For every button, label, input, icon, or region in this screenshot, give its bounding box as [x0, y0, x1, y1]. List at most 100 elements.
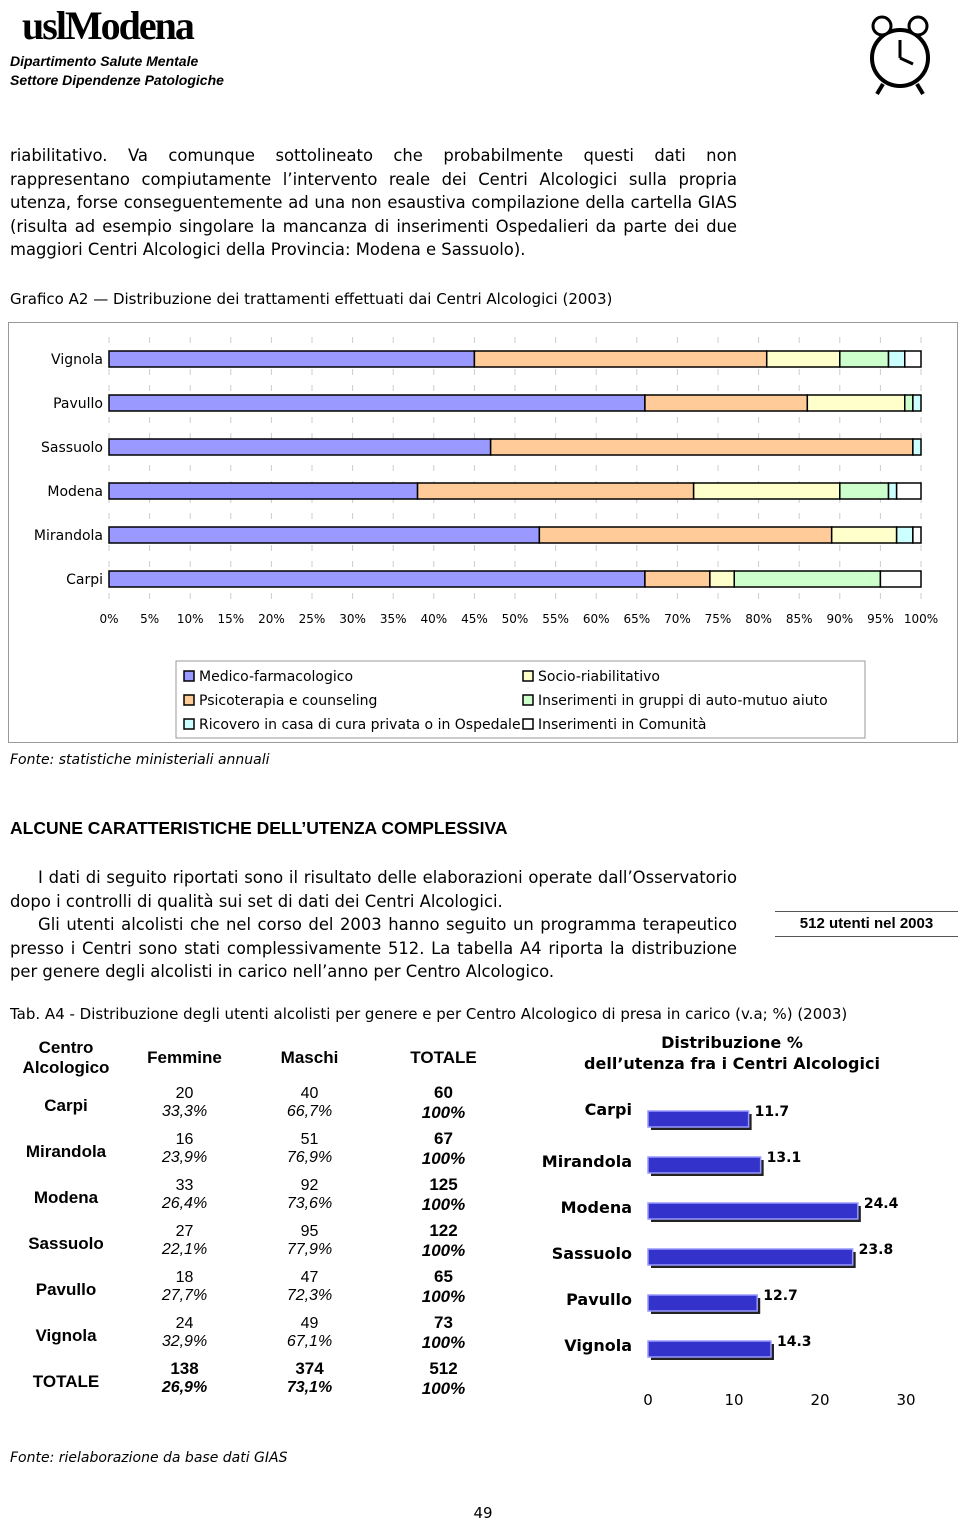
table-row: Modena 33 92 125	[10, 1175, 515, 1207]
x-tick-label: 40%	[420, 612, 447, 626]
x-tick-label: 45%	[461, 612, 488, 626]
y-tick-label: Sassuolo	[552, 1244, 632, 1263]
pct-cell: 66,7%	[286, 1103, 333, 1120]
count-cell: 73	[434, 1313, 453, 1332]
value-label: 23.8	[859, 1242, 894, 1258]
row-label: TOTALE	[32, 1372, 100, 1391]
legend-swatch	[183, 694, 195, 706]
y-tick-label: Mirandola	[34, 528, 103, 544]
x-tick-label: 50%	[502, 612, 529, 626]
clock-icon	[870, 15, 930, 96]
legend-box	[175, 660, 866, 739]
legend-label: Inserimenti in gruppi di auto-mutuo aiut…	[538, 693, 828, 709]
bar-segment	[887, 350, 906, 368]
pct-cell: 33,3%	[161, 1103, 208, 1120]
bar-segment	[108, 394, 646, 412]
x-tick-label: 85%	[786, 612, 813, 626]
bar	[647, 1248, 854, 1266]
bar-segment	[839, 350, 890, 368]
y-tick-label: Mirandola	[542, 1152, 632, 1171]
legend-swatch	[522, 694, 534, 706]
side-note: 512 utenti nel 2003	[775, 911, 958, 937]
count-cell: 49	[300, 1315, 319, 1332]
table-row: 32,9% 67,1% 100%	[10, 1333, 515, 1359]
header-cell: TOTALE	[410, 1048, 477, 1067]
count-cell: 67	[434, 1129, 453, 1148]
count-cell: 374	[295, 1359, 324, 1378]
pct-cell: 100%	[421, 1241, 466, 1260]
row-label: Modena	[33, 1188, 99, 1207]
legend-swatch	[522, 718, 534, 730]
table-row: Vignola 24 49 73	[10, 1313, 515, 1345]
count-cell: 92	[300, 1177, 319, 1194]
table-row: 23,9% 76,9% 100%	[10, 1149, 515, 1175]
x-tick-label: 65%	[623, 612, 650, 626]
table-row: Mirandola 16 51 67	[10, 1129, 515, 1161]
pct-cell: 26,9%	[161, 1379, 208, 1396]
pct-cell: 77,9%	[286, 1241, 333, 1258]
bar-segment	[416, 482, 695, 500]
bar-segment	[489, 438, 914, 456]
legend-label: Medico-farmacologico	[199, 669, 353, 685]
count-cell: 16	[175, 1131, 194, 1148]
bar-segment	[644, 394, 809, 412]
row-label: Vignola	[35, 1326, 97, 1345]
bar	[647, 1294, 758, 1312]
bar-segment	[108, 350, 476, 368]
legend-swatch	[522, 670, 534, 682]
x-tick-label: 25%	[299, 612, 326, 626]
table-row: 22,1% 77,9% 100%	[10, 1241, 515, 1267]
bar-segment	[912, 438, 922, 456]
header-text: Dipartimento Salute Mentale Settore Dipe…	[10, 52, 224, 90]
count-cell: 65	[434, 1267, 453, 1286]
x-tick-label: 30%	[339, 612, 366, 626]
y-tick-label: Sassuolo	[41, 440, 103, 456]
pct-cell: 100%	[421, 1333, 466, 1352]
chart-title: Distribuzione %	[661, 1033, 803, 1052]
count-cell: 138	[170, 1359, 199, 1378]
table-row: 26,9% 73,1% 100%	[10, 1379, 515, 1405]
page-number: 49	[473, 1504, 493, 1522]
x-tick-label: 10	[724, 1391, 743, 1409]
value-label: 11.7	[755, 1104, 790, 1120]
table-row: Sassuolo 27 95 122	[10, 1221, 515, 1253]
value-label: 13.1	[767, 1150, 802, 1166]
y-tick-label: Modena	[561, 1198, 632, 1217]
x-tick-label: 100%	[904, 612, 938, 626]
x-tick-label: 90%	[826, 612, 853, 626]
table-row: Carpi 20 40 60	[10, 1083, 515, 1115]
y-tick-label: Vignola	[564, 1336, 632, 1355]
sector: Settore Dipendenze Patologiche	[10, 72, 224, 88]
bar-segment	[473, 350, 768, 368]
bar-segment	[692, 482, 841, 500]
table-row: 26,4% 73,6% 100%	[10, 1195, 515, 1221]
row-label: Pavullo	[35, 1280, 97, 1299]
x-tick-label: 75%	[705, 612, 732, 626]
row-label: Sassuolo	[28, 1234, 104, 1253]
bar-segment	[765, 350, 841, 368]
x-tick-label: 0%	[99, 612, 118, 626]
legend-swatch	[183, 718, 195, 730]
y-tick-label: Carpi	[66, 572, 103, 588]
x-tick-label: 60%	[583, 612, 610, 626]
pct-cell: 73,1%	[286, 1379, 333, 1396]
count-cell: 18	[175, 1269, 194, 1286]
table-header: Centro Alcologico Femmine Maschi TOTALE	[10, 1033, 515, 1083]
count-cell: 20	[175, 1085, 194, 1102]
chart-title: dell’utenza fra i Centri Alcologici	[584, 1054, 880, 1073]
pct-cell: 67,1%	[286, 1333, 333, 1350]
paragraph: I dati di seguito riportati sono il risu…	[10, 868, 737, 911]
logo: uslModena	[22, 3, 195, 48]
stacked-bar-chart: 0% 5% 10% 15% 20% 25% 30% 35% 40% 45% 50% 55% 60% 65%…	[8, 322, 958, 743]
count-cell: 60	[434, 1083, 453, 1102]
count-cell: 512	[429, 1359, 458, 1378]
bar-segment	[904, 350, 922, 368]
x-tick-label: 30	[896, 1391, 915, 1409]
chart-source: Fonte: statistiche ministeriali annuali	[10, 752, 270, 768]
pct-cell: 72,3%	[286, 1287, 333, 1304]
x-tick-label: 0	[643, 1391, 653, 1409]
table-row: 33,3% 66,7% 100%	[10, 1103, 515, 1129]
legend-label: Socio-riabilitativo	[538, 669, 660, 685]
bar-segment	[538, 526, 833, 544]
